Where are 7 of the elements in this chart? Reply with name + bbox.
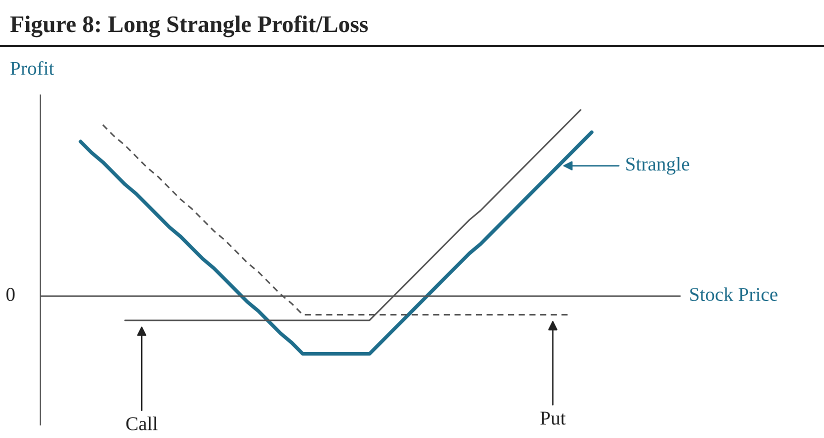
x-axis-title: Stock Price <box>690 287 778 302</box>
text: Put <box>540 412 566 425</box>
chart-title: Figure 8: Long Strangle Profit/Loss <box>10 15 368 38</box>
ref-line-label: 0 <box>6 288 15 302</box>
text: Call <box>126 416 158 430</box>
y-axis-title: Profit <box>10 61 54 75</box>
legend-label: Strangle <box>626 156 690 175</box>
